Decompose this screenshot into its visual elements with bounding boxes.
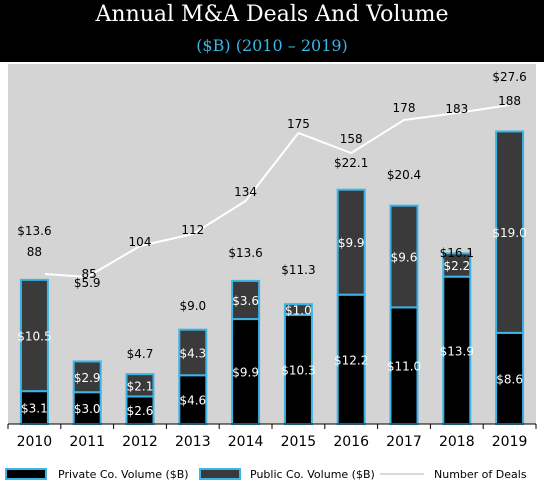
total-label-2015: $11.3 [281, 263, 315, 277]
chart-area: $3.1 $10.5 $3.0 $2.9 $2.6 $2.1 $4.6 $4.3 $9.9 $3.… [5, 64, 537, 481]
deals-label-2010: 88 [27, 245, 42, 259]
deals-label-2011: 85 [82, 267, 97, 281]
bar-public-2011 [72, 360, 102, 394]
x-tick-label-2011: 2011 [69, 434, 105, 450]
bar-public-2018 [442, 252, 472, 278]
total-label-2018: $16.1 [440, 246, 474, 260]
bar-public-2013 [178, 328, 208, 377]
legend-swatch-private [5, 468, 47, 480]
label-public-2012: $2.1 [127, 379, 154, 393]
total-label-2016: $22.1 [334, 156, 368, 170]
total-label-2017: $20.4 [387, 168, 421, 182]
legend-label-private: Private Co. Volume ($B) [58, 468, 189, 481]
label-public-2016: $9.9 [338, 236, 365, 250]
label-public-2011: $2.9 [74, 371, 101, 385]
chart-header [0, 0, 544, 62]
bar-private-2014 [231, 318, 261, 425]
bar-public-2015 [283, 303, 313, 316]
bar-public-2016 [336, 188, 366, 296]
bar-private-2012 [125, 395, 155, 426]
x-tick-label-2016: 2016 [333, 434, 369, 450]
legend-swatch-public [199, 468, 241, 480]
bar-private-2018 [442, 275, 472, 425]
legend-label-deals: Number of Deals [434, 468, 527, 481]
deals-label-2016: 158 [340, 132, 363, 146]
label-public-2018: $2.2 [443, 259, 470, 273]
x-tick-label-2019: 2019 [492, 434, 528, 450]
deals-label-2012: 104 [129, 235, 152, 249]
label-private-2019: $8.6 [496, 372, 523, 386]
x-tick-label-2010: 2010 [17, 434, 53, 450]
label-public-2015: $1.0 [285, 304, 312, 318]
legend-label-public: Public Co. Volume ($B) [250, 468, 375, 481]
label-private-2010: $3.1 [21, 402, 48, 416]
x-tick-label-2018: 2018 [439, 434, 475, 450]
label-private-2011: $3.0 [74, 402, 101, 416]
deals-label-2013: 112 [181, 223, 204, 237]
label-public-2019: $19.0 [492, 226, 526, 240]
deals-label-2018: 183 [445, 102, 468, 116]
x-tick-label-2015: 2015 [281, 434, 317, 450]
label-private-2012: $2.6 [127, 404, 154, 418]
label-private-2017: $11.0 [387, 360, 421, 374]
chart-title: Annual M&A Deals And Volume [95, 2, 449, 27]
x-tick-label-2017: 2017 [386, 434, 422, 450]
total-label-2011: $5.9 [74, 276, 101, 290]
bar-public-2014 [231, 279, 261, 321]
bar-private-2011 [72, 391, 102, 426]
label-public-2014: $3.6 [232, 294, 259, 308]
deals-line [44, 104, 510, 279]
deals-label-2015: 175 [287, 117, 310, 131]
bar-public-2017 [389, 204, 419, 309]
deals-label-2019: 188 [498, 94, 521, 108]
x-tick-label-2013: 2013 [175, 434, 211, 450]
label-public-2017: $9.6 [391, 251, 418, 265]
bar-private-2017 [389, 306, 419, 425]
bar-public-2019 [495, 130, 525, 334]
label-private-2014: $9.9 [232, 366, 259, 380]
x-tick-label-2014: 2014 [228, 434, 264, 450]
total-label-2014: $13.6 [228, 246, 262, 260]
total-label-2010: $13.6 [17, 224, 51, 238]
total-label-2012: $4.7 [127, 347, 154, 361]
x-tick-label-2012: 2012 [122, 434, 158, 450]
bar-public-2012 [125, 373, 155, 398]
label-private-2018: $13.9 [440, 344, 474, 358]
bar-public-2010 [19, 278, 49, 393]
label-private-2013: $4.6 [179, 394, 206, 408]
label-public-2010: $10.5 [17, 329, 51, 343]
deals-label-2014: 134 [234, 185, 257, 199]
total-label-2019: $27.6 [492, 70, 526, 84]
label-private-2016: $12.2 [334, 353, 368, 367]
label-private-2015: $10.3 [281, 363, 315, 377]
chart-subtitle: ($B) (2010 – 2019) [196, 36, 348, 55]
deals-label-2017: 178 [393, 101, 416, 115]
label-public-2013: $4.3 [179, 346, 206, 360]
total-label-2013: $9.0 [179, 299, 206, 313]
